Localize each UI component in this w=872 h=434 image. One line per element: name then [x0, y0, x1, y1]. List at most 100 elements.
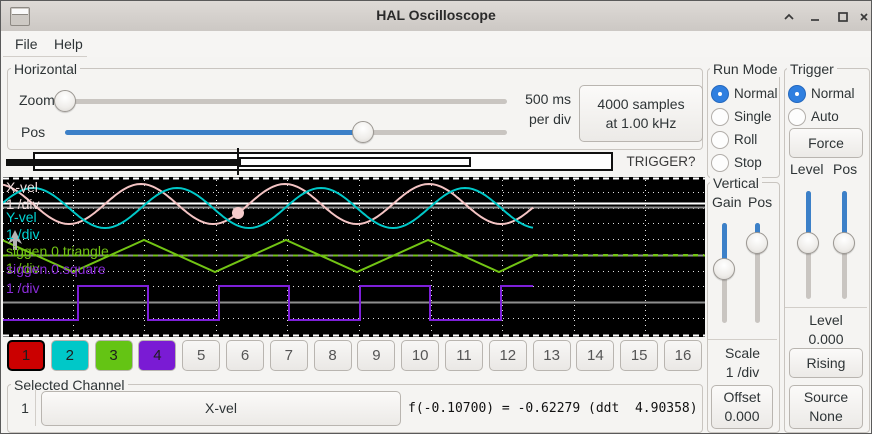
pos-slider-fill — [65, 130, 363, 135]
vertical-panel-divider — [708, 339, 777, 340]
menubar-divider — [3, 56, 87, 57]
radio-roll[interactable]: Roll — [711, 128, 778, 151]
trigger-pos-slider-fill — [842, 191, 847, 243]
trigger-source-button[interactable]: Source None — [789, 385, 863, 429]
radio-normal[interactable]: Normal — [788, 82, 855, 105]
run-mode-title: Run Mode — [710, 61, 781, 77]
time-per-div-value: 500 ms — [525, 91, 571, 107]
vertical-title: Vertical — [710, 175, 762, 191]
channel-button-12[interactable]: 12 — [488, 340, 527, 371]
minimize-button[interactable] — [807, 9, 823, 25]
channel-button-10[interactable]: 10 — [401, 340, 440, 371]
scope-channel-label: 1 /div — [6, 280, 39, 296]
run-mode-options: Normal Single Roll Stop — [711, 82, 778, 174]
channel-button-6[interactable]: 6 — [226, 340, 264, 371]
channel-button-5[interactable]: 5 — [182, 340, 221, 371]
window-icon — [10, 7, 30, 26]
channel-button-3[interactable]: 3 — [94, 340, 133, 371]
trigger-pos-slider-handle[interactable] — [833, 232, 855, 254]
zoom-slider-track[interactable] — [54, 99, 507, 104]
channel-button-1[interactable]: 1 — [7, 340, 45, 371]
pos-slider-label: Pos — [21, 124, 46, 140]
scope-channel-label: 1 /div — [6, 196, 39, 212]
scope-channel-label: 1 /div — [6, 226, 39, 242]
radio-auto[interactable]: Auto — [788, 105, 855, 128]
scope-channel-label: siggen.0.square — [6, 261, 106, 277]
zoom-slider-handle[interactable] — [54, 90, 76, 112]
channel-button-11[interactable]: 11 — [445, 340, 483, 371]
vertical-scale-value: 1 /div — [725, 364, 760, 380]
radio-label: Roll — [734, 132, 758, 147]
radio-label: Normal — [811, 86, 855, 101]
radio-label: Normal — [734, 86, 778, 101]
radio-circle[interactable] — [711, 130, 729, 149]
channel-source-button[interactable]: X-vel — [41, 391, 401, 426]
scope-channel-label: 1 /div — [6, 260, 39, 276]
pretrigger-bar — [6, 159, 239, 166]
close-icon — [860, 13, 868, 21]
radio-stop[interactable]: Stop — [711, 151, 778, 174]
menubar: File Help — [1, 31, 871, 57]
trigger-source-caption: Source — [803, 389, 849, 405]
horizontal-panel-title: Horizontal — [11, 61, 81, 77]
vertical-gain-slider-fill — [722, 223, 727, 269]
shade-button[interactable] — [781, 9, 797, 25]
trigger-level-caption: Level — [809, 312, 843, 328]
vertical-pos-label: Pos — [748, 194, 773, 210]
window-title: HAL Oscilloscope — [376, 7, 496, 23]
channel-button-15[interactable]: 15 — [620, 340, 659, 371]
channel-button-9[interactable]: 9 — [357, 340, 396, 371]
trigger-panel-divider — [785, 307, 867, 308]
trigger-edge-button[interactable]: Rising — [789, 348, 863, 378]
maximize-icon — [838, 12, 848, 22]
maximize-button[interactable] — [835, 9, 851, 25]
channel-button-4[interactable]: 4 — [138, 340, 177, 371]
trigger-force-button[interactable]: Force — [789, 128, 863, 158]
channel-button-7[interactable]: 7 — [269, 340, 308, 371]
zoom-slider-label: Zoom — [19, 92, 55, 108]
radio-circle[interactable] — [788, 107, 806, 126]
channel-button-16[interactable]: 16 — [664, 340, 702, 371]
vertical-pos-slider-track[interactable] — [755, 223, 760, 323]
scope-channel-label: siggen.0.triangle — [6, 243, 109, 259]
trigger-level-column-label: Level — [790, 161, 824, 177]
radio-label: Single — [734, 109, 772, 124]
minimize-icon — [811, 19, 819, 21]
radio-circle[interactable] — [711, 84, 729, 103]
record-settings-button[interactable]: 4000 samples at 1.00 kHz — [579, 85, 703, 142]
vertical-pos-slider-handle[interactable] — [746, 232, 768, 254]
time-per-div-caption: per div — [528, 111, 571, 127]
record-rate-line: at 1.00 kHz — [605, 114, 677, 131]
mouse-cursor-arrow — [8, 230, 22, 250]
trigger-level-slider-handle[interactable] — [797, 232, 819, 254]
trigger-mode-options: Normal Auto — [788, 82, 855, 128]
pos-slider-handle[interactable] — [352, 121, 374, 143]
radio-circle[interactable] — [788, 84, 806, 103]
selected-channel-divider — [35, 390, 36, 426]
scope-display[interactable]: X-vel 1 /div Y-vel 1 /div siggen.0.triangle 1… — [1, 177, 705, 337]
titlebar: HAL Oscilloscope — [1, 1, 871, 32]
radio-normal[interactable]: Normal — [711, 82, 778, 105]
menu-help[interactable]: Help — [54, 36, 83, 52]
vertical-offset-button[interactable]: Offset 0.000 — [711, 385, 773, 429]
radio-circle[interactable] — [711, 107, 729, 126]
vertical-gain-slider-handle[interactable] — [713, 258, 735, 280]
record-samples-line: 4000 samples — [597, 95, 685, 112]
trigger-status-label: TRIGGER? — [626, 154, 696, 169]
trigger-title: Trigger — [787, 61, 837, 77]
channel-button-2[interactable]: 2 — [50, 340, 89, 371]
chevron-up-icon — [784, 13, 794, 20]
channel-button-8[interactable]: 8 — [313, 340, 352, 371]
vertical-gain-label: Gain — [712, 194, 742, 210]
channel-button-13[interactable]: 13 — [532, 340, 571, 371]
selected-channel-title: Selected Channel — [11, 377, 128, 393]
menu-file[interactable]: File — [15, 36, 38, 52]
radio-single[interactable]: Single — [711, 105, 778, 128]
close-button[interactable] — [856, 9, 871, 25]
radio-label: Auto — [811, 109, 839, 124]
channel-button-14[interactable]: 14 — [576, 340, 615, 371]
trigger-position-mark — [237, 148, 239, 175]
radio-circle[interactable] — [711, 153, 729, 172]
probe-readout: f(-0.10700) = -0.62279 (ddt 4.90358) — [408, 401, 698, 416]
